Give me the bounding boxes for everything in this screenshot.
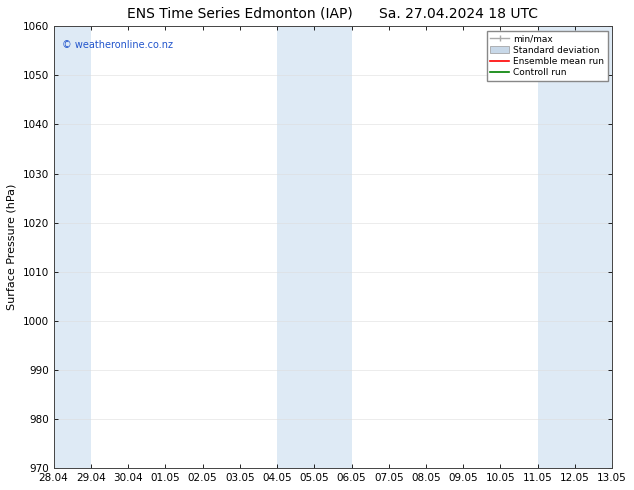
Bar — [54, 26, 91, 468]
Y-axis label: Surface Pressure (hPa): Surface Pressure (hPa) — [7, 184, 17, 311]
Bar — [277, 26, 351, 468]
Title: ENS Time Series Edmonton (IAP)      Sa. 27.04.2024 18 UTC: ENS Time Series Edmonton (IAP) Sa. 27.04… — [127, 7, 538, 21]
Text: © weatheronline.co.nz: © weatheronline.co.nz — [62, 40, 173, 49]
Bar — [538, 26, 612, 468]
Legend: min/max, Standard deviation, Ensemble mean run, Controll run: min/max, Standard deviation, Ensemble me… — [487, 31, 607, 81]
